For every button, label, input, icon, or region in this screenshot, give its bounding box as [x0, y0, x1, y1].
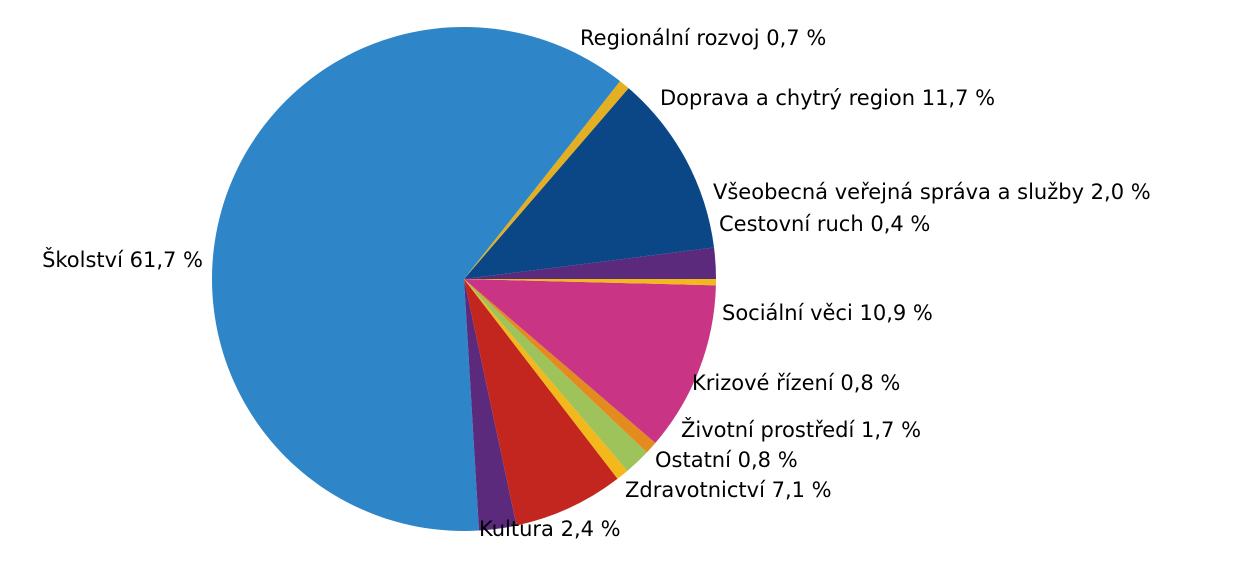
pie-slice-11 — [464, 279, 716, 286]
pie-label-10: Sociální věci 10,9 % — [722, 301, 933, 325]
pie-slice-1 — [464, 247, 716, 279]
pie-label-4: Školství 61,7 % — [42, 247, 203, 272]
pie-label-7: Ostatní 0,8 % — [655, 448, 798, 472]
pie-slice-6 — [464, 279, 618, 526]
pie-labels: Všeobecná veřejná správa a služby 2,0 % D… — [42, 26, 1151, 541]
pie-slice-8 — [464, 279, 647, 471]
pie-label-8: Životní prostředí 1,7 % — [681, 417, 921, 442]
pie-slice-10 — [464, 279, 716, 443]
pie-slice-9 — [464, 279, 656, 453]
pie-label-9: Krizové řízení 0,8 % — [692, 371, 900, 395]
pie-label-3: Regionální rozvoj 0,7 % — [580, 26, 826, 50]
pie-label-11: Cestovní ruch 0,4 % — [719, 212, 930, 236]
pie-slice-4 — [211, 26, 621, 531]
pie-slice-2 — [464, 88, 715, 280]
pie-label-2: Doprava a chytrý region 11,7 % — [660, 86, 995, 110]
pie-slice-3 — [464, 81, 629, 279]
pie-slices — [211, 26, 716, 531]
pie-label-6: Zdravotnictví 7,1 % — [625, 478, 832, 502]
pie-label-1: Všeobecná veřejná správa a služby 2,0 % — [713, 180, 1151, 204]
pie-label-5: Kultura 2,4 % — [479, 517, 621, 541]
pie-slice-5 — [464, 279, 517, 531]
pie-slice-7 — [464, 279, 628, 479]
